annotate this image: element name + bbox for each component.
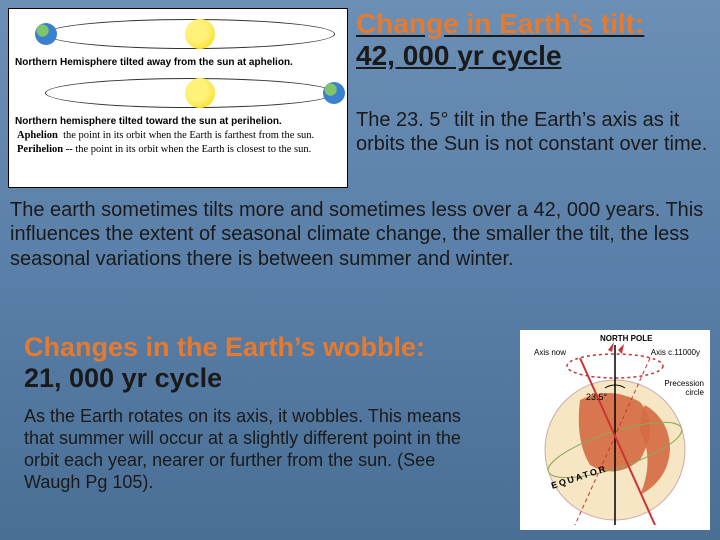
heading-tilt-line2: 42, 000 yr cycle [356,40,562,71]
orbit-row-aphelion: Northern Hemisphere tilted away from the… [15,13,341,68]
orbit-row-perihelion: Northern hemisphere tilted toward the su… [15,72,341,127]
slide: Northern Hemisphere tilted away from the… [0,0,720,540]
axis-11k-label: Axis c.11000y [651,348,700,357]
lead-tilt: The 23. 5° tilt in the Earth’s axis as i… [356,108,712,157]
heading-tilt-line1: Change in Earth’s tilt: [356,8,644,39]
globe-precession-figure: NORTH POLE Axis now Axis c.11000y Preces… [520,330,710,530]
sun-icon [185,19,215,49]
heading-wobble-line2: 21, 000 yr cycle [24,363,222,393]
tilt-angle-label: 23.5° [586,392,607,402]
axis-now-label: Axis now [534,348,566,357]
orbit-diagram: Northern Hemisphere tilted away from the… [8,8,348,188]
orbit-caption-aphelion: Northern Hemisphere tilted away from the… [15,57,293,68]
heading-tilt: Change in Earth’s tilt: 42, 000 yr cycle [356,8,712,72]
perihelion-def: the point in its orbit when the Earth is… [75,144,311,155]
para-tilt: The earth sometimes tilts more and somet… [10,198,710,271]
orbit-caption-perihelion: Northern hemisphere tilted toward the su… [15,116,282,127]
earth-icon [35,23,57,45]
earth-icon [323,82,345,104]
heading-wobble-line1: Changes in the Earth’s wobble: [24,332,425,362]
aphelion-term: Aphelion [17,130,58,141]
globe-icon [520,330,710,530]
perihelion-term: Perihelion -- [17,144,73,155]
orbit-definitions: Aphelion the point in its orbit when the… [17,129,339,157]
para-wobble: As the Earth rotates on its axis, it wob… [24,406,494,494]
precession-label: Precessioncircle [664,380,704,398]
north-pole-label: NORTH POLE [600,334,652,343]
aphelion-def: the point in its orbit when the Earth is… [63,130,314,141]
sun-icon [185,78,215,108]
heading-wobble: Changes in the Earth’s wobble: 21, 000 y… [24,332,504,394]
